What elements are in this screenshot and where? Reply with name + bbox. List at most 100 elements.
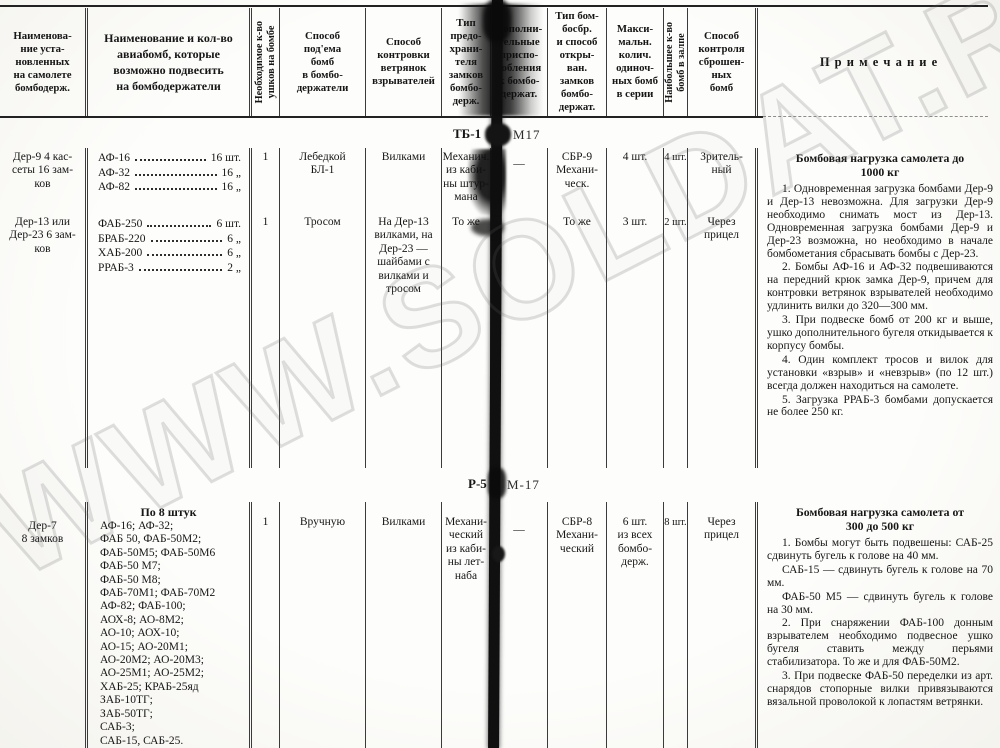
bomb-line: АФ-32 16 „ <box>98 166 241 181</box>
header-bottom-rule <box>0 116 763 118</box>
rack-name: Дер-13 или Дер-23 6 зам- ков <box>9 216 76 255</box>
bomb-line: САБ-15, САБ-25. <box>100 734 184 747</box>
aircraft-name-r5: Р-5 <box>468 476 487 491</box>
bombs-group-header: По 8 штук <box>140 505 197 519</box>
header-drop-control: Способ контроля сброшен- ных бомб <box>688 8 758 116</box>
bomb-qty: 6 „ <box>227 232 241 245</box>
dot-leader <box>147 254 223 256</box>
note-paragraph: САБ-15 — сдвинуть бугель к голове на 70 … <box>767 563 993 589</box>
ink-smudge-row3 <box>492 546 505 562</box>
bomb-name: ХАБ-200 <box>98 247 143 259</box>
lugs-value: 1 <box>262 151 269 163</box>
bomb-name: РРАБ-3 <box>98 261 134 274</box>
hoist-value: Тросом <box>304 216 341 228</box>
hoist-value: Лебедкой БЛ-1 <box>299 151 346 177</box>
table-row: Лебедкой БЛ-1 <box>280 148 365 214</box>
col-hoist: Лебедкой БЛ-1 Тросом <box>280 148 366 468</box>
bomb-line: АФ-16; АФ-32; <box>100 520 174 532</box>
note-title: Бомбовая нагрузка самолета до 1000 кг <box>795 151 965 179</box>
bomb-list: АФ-16; АФ-32; ФАБ 50, ФАБ-50М2; ФАБ-50М5… <box>88 520 249 748</box>
bomb-line: ХАБ-200 6 „ <box>98 246 241 261</box>
col-lock: Вилками <box>366 502 442 748</box>
bomb-qty: 2 „ <box>227 261 241 274</box>
ink-smudge-title <box>485 123 511 146</box>
note-paragraph: 5. Загрузка РРАБ-3 бомбами допускается н… <box>767 393 993 419</box>
control-value: Зритель- ный <box>700 151 743 177</box>
dot-leader <box>135 173 217 176</box>
col-release: СБР-8 Механи- ческий <box>548 502 607 748</box>
bomb-line: АОХ-8; АО-8М2; <box>100 613 184 626</box>
bomb-line: САБ-3; <box>100 721 135 734</box>
note-paragraph: 3. При подвеске бомб от 200 кг и выше, у… <box>767 314 993 352</box>
header-note: П р и м е ч а н и е <box>819 54 939 69</box>
header-hoist-method: Способ под'ема бомб в бомбо- держатели <box>280 8 366 116</box>
bomb-line: ХАБ-25; КРАБ-25яд <box>100 680 199 693</box>
col-lock: Вилками На Дер-13 вилками, на Дер-23 — ш… <box>366 148 442 468</box>
rack-name: Дер-9 4 кас- сеты 16 зам- ков <box>11 151 74 190</box>
bomb-name: АФ-32 <box>98 166 130 179</box>
control-value: Через прицел <box>703 216 740 242</box>
header-salvo-count-label: Наибольшее к-во бомб в залпе <box>664 21 687 103</box>
col-release: СБР-9 Механи- ческ. То же <box>548 148 607 468</box>
note-column: Бомбовая нагрузка самолета до 1000 кг 1.… <box>758 148 1000 468</box>
col-bombs: АФ-16 16 шт. АФ-32 16 „ АФ-82 16 „ ФАБ-250 6… <box>88 148 252 468</box>
header-bottom-rule-light <box>763 116 988 117</box>
table-row: СБР-9 Механи- ческ. <box>548 148 606 214</box>
table-row: На Дер-13 вилками, на Дер-23 — шайбами с… <box>366 214 441 296</box>
table-row: Дер-13 или Дер-23 6 зам- ков <box>0 214 85 256</box>
note-paragraph: 3. При подвеске ФАБ-50 переделки из арт.… <box>767 670 993 708</box>
col-series: 6 шт. из всех бомбо- держ. <box>607 502 664 748</box>
col-hoist: Вручную <box>280 502 366 748</box>
salvo-value: 2 шт. <box>664 217 687 228</box>
bomb-line: АФ-82; ФАБ-100; <box>100 600 186 613</box>
bomb-list: АФ-16 16 шт. АФ-32 16 „ АФ-82 16 „ <box>88 148 249 214</box>
note-paragraph: 1. Бомбы могут быть подвешены: САБ-25 сд… <box>767 537 993 562</box>
engine-name-m17: М-17 <box>507 477 540 492</box>
bomb-qty: 16 „ <box>221 166 241 179</box>
engine-name-m17: М17 <box>513 127 541 142</box>
bomb-qty: 6 шт. <box>216 218 241 230</box>
lock-value: На Дер-13 вилками, на Дер-23 — шайбами с… <box>374 216 433 296</box>
col-lugs: 1 1 <box>252 148 280 468</box>
series-value: 6 шт. из всех бомбо- держ. <box>617 516 653 569</box>
bomb-qty: 16 шт. <box>210 152 241 164</box>
lugs-value: 1 <box>262 216 269 228</box>
header-max-series: Макси- мальн. колич. одиноч- ных бомб в … <box>607 8 664 116</box>
safety-value: Механи- ческий из каби- ны лет- наба <box>445 516 487 582</box>
col-bombs: По 8 штук АФ-16; АФ-32; ФАБ 50, ФАБ-50М2… <box>88 502 252 748</box>
series-value: 4 шт. <box>622 151 648 163</box>
bomb-qty: 16 „ <box>221 181 241 193</box>
col-salvo: 8 шт. <box>664 502 688 748</box>
ink-smudge-row2 <box>471 219 504 236</box>
bomb-line: АО-10; АОХ-10; <box>100 627 180 640</box>
col-rack: Дер-7 8 замков <box>0 502 88 748</box>
section-title-tb1: ТБ-1 М17 <box>0 122 1000 148</box>
header-lugs-count-label: Необходимое к-во ушков на бомбе <box>253 20 277 104</box>
bomb-name: АФ-16 <box>98 152 130 164</box>
table-row: Тросом <box>280 214 365 229</box>
note-paragraph: 1. Одновременная загрузка бомбами Дер-9 … <box>767 183 993 260</box>
table-row: Зритель- ный <box>688 148 755 214</box>
lock-value: Вилками <box>381 151 426 163</box>
bomb-line: РРАБ-3 2 „ <box>98 261 241 276</box>
bomb-line: АО-25М1; АО-25М2; <box>100 667 204 680</box>
table-row: То же <box>548 214 606 229</box>
bomb-line: ЗАБ-50ТГ; <box>100 707 153 720</box>
col-lugs: 1 <box>252 502 280 748</box>
section-title-r5: Р-5 М-17 <box>0 470 1000 500</box>
header-salvo-count: Наибольшее к-во бомб в залпе <box>664 8 688 116</box>
lock-value: Вилками <box>381 516 426 528</box>
note-paragraph: 2. Бомбы АФ-16 и АФ-32 подвешиваются на … <box>767 261 993 313</box>
note-paragraph: ФАБ-50 М5 — сдвинуть бугель к голове на … <box>767 590 993 616</box>
bomb-line: ФАБ-50 М8; <box>100 573 161 586</box>
bomb-line: ФАБ-50 М7; <box>100 560 161 573</box>
header-fuze-lock-method: Способ контровки ветрянок взрывателей <box>366 8 442 116</box>
bomb-line: АО-20М2; АО-20М3; <box>100 654 204 667</box>
col-series: 4 шт. 3 шт. <box>607 148 664 468</box>
bomb-name: БРАБ-220 <box>98 232 146 245</box>
series-value: 3 шт. <box>622 216 648 228</box>
bomb-line: БРАБ-220 6 „ <box>98 232 241 247</box>
section-tb1-body: Дер-9 4 кас- сеты 16 зам- ков Дер-13 или… <box>0 148 1000 468</box>
header-release-type: Тип бом- босбр. и способ откры- ван. зам… <box>548 8 607 116</box>
